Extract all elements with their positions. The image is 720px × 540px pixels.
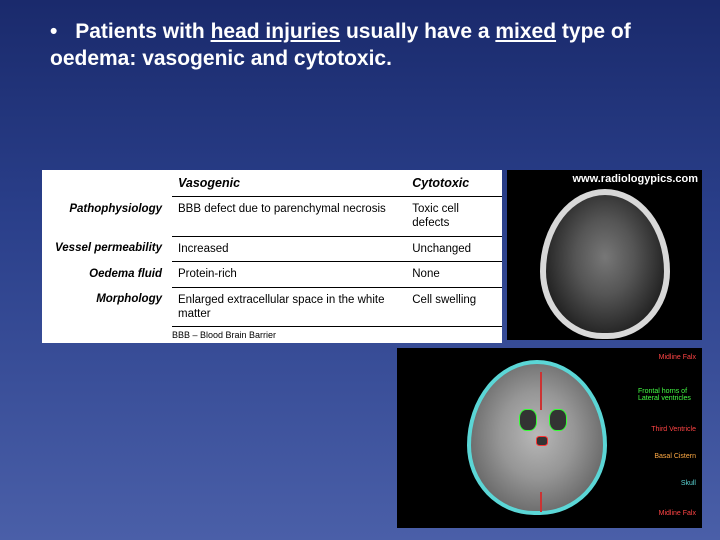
label-third-ventricle: Third Ventricle bbox=[651, 426, 696, 433]
watermark-url: www.radiologypics.com bbox=[572, 173, 698, 185]
ventricle-left-icon bbox=[519, 409, 537, 431]
edema-table: Vasogenic Cytotoxic Pathophysiology BBB … bbox=[42, 170, 502, 343]
ct-image-bottom: Midline Falx Frontal horns of Lateral ve… bbox=[397, 348, 702, 528]
skull-icon bbox=[540, 189, 670, 339]
cell: Toxic cell defects bbox=[406, 197, 502, 237]
table-row: Oedema fluid Protein-rich None bbox=[42, 262, 502, 287]
cell: None bbox=[406, 262, 502, 287]
cell: Enlarged extracellular space in the whit… bbox=[172, 287, 406, 327]
col-cytotoxic: Cytotoxic bbox=[406, 170, 502, 197]
table-row: Vessel permeability Increased Unchanged bbox=[42, 236, 502, 261]
ventricle-right-icon bbox=[549, 409, 567, 431]
label-midline-falx: Midline Falx bbox=[659, 354, 696, 361]
midline-marker bbox=[540, 372, 542, 410]
bullet-underline-1: head injuries bbox=[211, 20, 341, 43]
skull-annotated-icon bbox=[467, 360, 607, 515]
label-frontal-horns: Frontal horns of Lateral ventricles bbox=[638, 388, 696, 402]
label-basal-cistern: Basal Cistern bbox=[654, 453, 696, 460]
bullet-prefix: Patients with bbox=[75, 20, 210, 43]
cell: Protein-rich bbox=[172, 262, 406, 287]
bullet-marker: • bbox=[50, 20, 57, 43]
label-midline-falx-2: Midline Falx bbox=[659, 510, 696, 517]
cell: BBB defect due to parenchymal necrosis bbox=[172, 197, 406, 237]
cell: Cell swelling bbox=[406, 287, 502, 327]
table-row: Morphology Enlarged extracellular space … bbox=[42, 287, 502, 327]
main-bullet: • Patients with head injuries usually ha… bbox=[0, 0, 720, 73]
cell: Unchanged bbox=[406, 236, 502, 261]
third-ventricle-icon bbox=[536, 436, 548, 446]
row-head: Pathophysiology bbox=[42, 197, 172, 237]
cell: Increased bbox=[172, 236, 406, 261]
midline-marker-2 bbox=[540, 492, 542, 512]
table-row: Pathophysiology BBB defect due to parenc… bbox=[42, 197, 502, 237]
col-vasogenic: Vasogenic bbox=[172, 170, 406, 197]
row-head: Morphology bbox=[42, 287, 172, 327]
bullet-underline-2: mixed bbox=[495, 20, 556, 43]
table-header-row: Vasogenic Cytotoxic bbox=[42, 170, 502, 197]
row-head: Vessel permeability bbox=[42, 236, 172, 261]
table-footnote: BBB – Blood Brain Barrier bbox=[42, 327, 502, 343]
label-skull: Skull bbox=[681, 480, 696, 487]
row-head: Oedema fluid bbox=[42, 262, 172, 287]
bullet-mid: usually have a bbox=[340, 20, 495, 43]
ct-image-top: www.radiologypics.com bbox=[507, 170, 702, 340]
